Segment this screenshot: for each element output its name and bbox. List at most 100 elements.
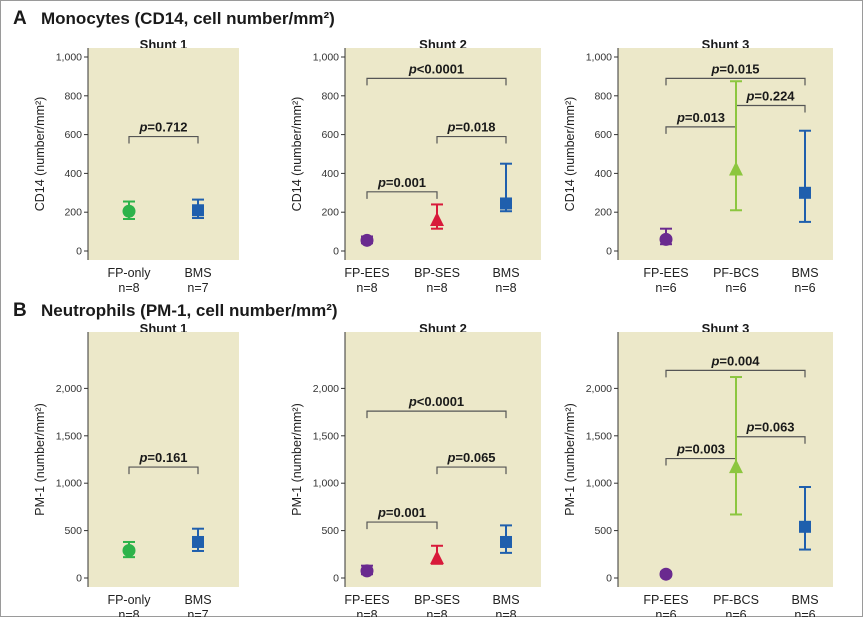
category-n-label: n=8 bbox=[118, 608, 139, 617]
data-point-triangle bbox=[430, 211, 444, 226]
plot-area bbox=[88, 332, 239, 587]
category-n-label: n=8 bbox=[356, 281, 377, 295]
y-tick-label: 1,000 bbox=[586, 478, 612, 490]
category-n-label: n=7 bbox=[187, 281, 208, 295]
comparison-bracket bbox=[436, 135, 507, 144]
y-tick-label: 1,000 bbox=[313, 52, 339, 64]
comparison-bracket bbox=[665, 369, 806, 378]
data-point-circle bbox=[122, 204, 136, 218]
y-tick-label: 1,500 bbox=[56, 430, 82, 442]
y-tick-label: 500 bbox=[64, 525, 82, 537]
y-tick-label: 2,000 bbox=[313, 383, 339, 395]
p-value-label: p=0.018 bbox=[446, 120, 495, 135]
category-label: BMS bbox=[791, 266, 818, 280]
category-n-label: n=6 bbox=[725, 608, 746, 617]
category-n-label: n=8 bbox=[495, 281, 516, 295]
category-label: BP-SES bbox=[414, 266, 460, 280]
category-label: FP-EES bbox=[344, 593, 389, 607]
category-label: BMS bbox=[492, 593, 519, 607]
y-axis-label: PM-1 (number/mm²) bbox=[290, 403, 304, 516]
y-tick-label: 1,000 bbox=[56, 52, 82, 64]
y-axis-label: CD14 (number/mm²) bbox=[33, 97, 47, 212]
category-label: FP-only bbox=[107, 266, 151, 280]
p-value-label: p=0.013 bbox=[676, 110, 725, 125]
data-point-circle bbox=[659, 567, 673, 581]
y-tick-label: 1,000 bbox=[586, 52, 612, 64]
data-point-circle bbox=[122, 544, 136, 558]
data-point-square bbox=[192, 204, 204, 217]
y-tick-label: 500 bbox=[594, 525, 612, 537]
data-point-square bbox=[799, 186, 811, 199]
y-tick-label: 0 bbox=[606, 573, 612, 585]
y-tick-label: 2,000 bbox=[56, 383, 82, 395]
y-tick-label: 1,500 bbox=[313, 430, 339, 442]
category-n-label: n=6 bbox=[655, 281, 676, 295]
data-point-triangle bbox=[729, 459, 743, 474]
category-n-label: n=6 bbox=[725, 281, 746, 295]
data-point-triangle bbox=[430, 550, 444, 565]
y-tick-label: 200 bbox=[594, 207, 612, 219]
y-tick-label: 0 bbox=[76, 573, 82, 585]
category-n-label: n=7 bbox=[187, 608, 208, 617]
p-value-label: p=0.063 bbox=[745, 420, 794, 435]
p-value-label: p<0.0001 bbox=[408, 394, 464, 409]
comparison-bracket bbox=[665, 77, 806, 86]
y-tick-label: 1,000 bbox=[56, 478, 82, 490]
category-n-label: n=6 bbox=[655, 608, 676, 617]
y-tick-label: 400 bbox=[64, 168, 82, 180]
p-value-label: p<0.0001 bbox=[408, 61, 464, 76]
comparison-bracket bbox=[366, 521, 438, 530]
comparison-bracket bbox=[366, 77, 507, 86]
data-point-circle bbox=[360, 233, 374, 247]
category-label: BP-SES bbox=[414, 593, 460, 607]
category-label: BMS bbox=[184, 593, 211, 607]
plot-area bbox=[88, 48, 239, 260]
y-tick-label: 1,500 bbox=[586, 430, 612, 442]
y-axis-label: PM-1 (number/mm²) bbox=[33, 403, 47, 516]
plot-area bbox=[618, 332, 833, 587]
category-label: FP-EES bbox=[344, 266, 389, 280]
y-tick-label: 0 bbox=[606, 246, 612, 258]
category-n-label: n=8 bbox=[118, 281, 139, 295]
category-n-label: n=8 bbox=[426, 608, 447, 617]
p-value-label: p=0.004 bbox=[710, 353, 760, 368]
category-label: BMS bbox=[791, 593, 818, 607]
plot-area bbox=[618, 48, 833, 260]
y-tick-label: 600 bbox=[64, 129, 82, 141]
y-tick-label: 0 bbox=[333, 573, 339, 585]
comparison-bracket bbox=[366, 410, 507, 419]
data-point-square bbox=[799, 520, 811, 533]
section-b-letter: B bbox=[13, 300, 27, 321]
p-value-label: p=0.001 bbox=[377, 505, 426, 520]
y-tick-label: 600 bbox=[321, 129, 339, 141]
comparison-bracket bbox=[128, 135, 199, 144]
y-tick-label: 2,000 bbox=[586, 383, 612, 395]
data-point-square bbox=[500, 535, 512, 548]
data-point-circle bbox=[659, 232, 673, 246]
comparison-bracket bbox=[128, 466, 199, 475]
y-tick-label: 800 bbox=[321, 90, 339, 102]
category-n-label: n=6 bbox=[794, 281, 815, 295]
p-value-label: p=0.065 bbox=[446, 450, 495, 465]
category-label: BMS bbox=[492, 266, 519, 280]
y-axis-label: CD14 (number/mm²) bbox=[563, 97, 577, 212]
section-a-letter: A bbox=[13, 8, 27, 29]
category-label: PF-BCS bbox=[713, 266, 759, 280]
p-value-label: p=0.712 bbox=[138, 120, 187, 135]
comparison-bracket bbox=[366, 191, 438, 199]
category-n-label: n=8 bbox=[426, 281, 447, 295]
y-axis-label: CD14 (number/mm²) bbox=[290, 97, 304, 212]
y-tick-label: 0 bbox=[76, 246, 82, 258]
y-tick-label: 400 bbox=[594, 168, 612, 180]
comparison-bracket bbox=[436, 466, 507, 475]
p-value-label: p=0.224 bbox=[745, 89, 795, 104]
category-label: PF-BCS bbox=[713, 593, 759, 607]
section-b-title: Neutrophils (PM-1, cell number/mm²) bbox=[41, 301, 338, 320]
data-point-circle bbox=[360, 564, 374, 578]
category-label: FP-EES bbox=[643, 266, 688, 280]
